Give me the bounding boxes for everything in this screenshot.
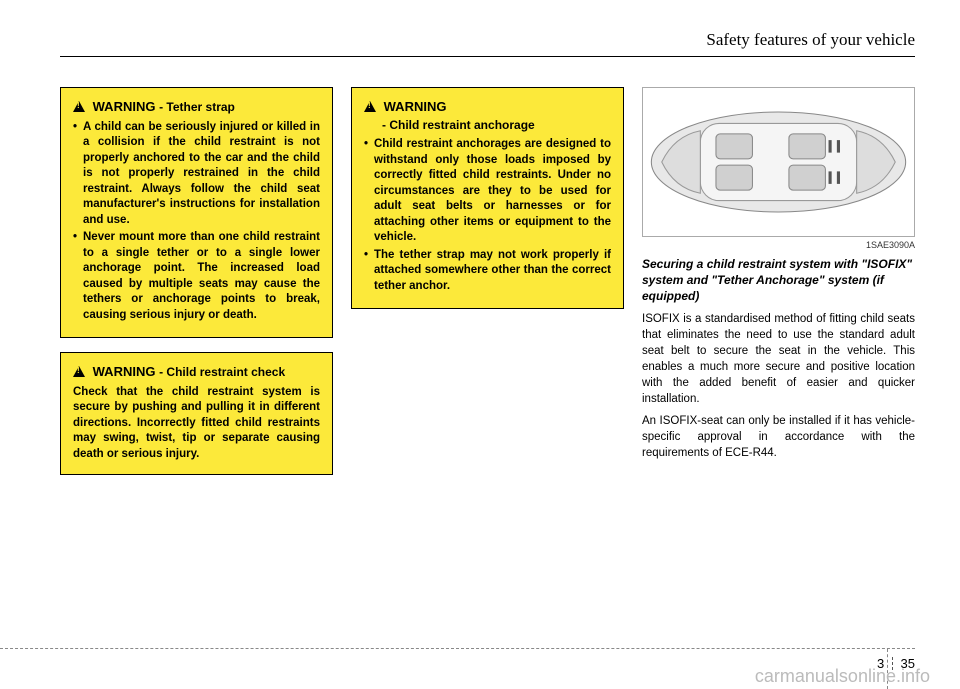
warning-icon (364, 101, 376, 112)
isofix-diagram (642, 87, 915, 237)
content-columns: WARNING - Tether strap A child can be se… (60, 87, 915, 489)
warning-subtitle: - Child restraint check (159, 365, 285, 379)
column-2: WARNING - Child restraint anchorage Chil… (351, 87, 624, 489)
warning-icon (73, 366, 85, 377)
warning-tether-strap: WARNING - Tether strap A child can be se… (60, 87, 333, 338)
warning-list: A child can be seriously injured or kill… (73, 120, 320, 324)
car-top-view-icon (643, 88, 914, 236)
warning-title: WARNING - Child restraint anchorage (364, 98, 611, 133)
column-3: 1SAE3090A Securing a child restraint sys… (642, 87, 915, 489)
warning-label: WARNING (93, 364, 156, 379)
figure-caption: Securing a child restraint system with "… (642, 256, 915, 305)
warning-child-restraint-check: WARNING - Child restraint check Check th… (60, 352, 333, 475)
warning-icon (73, 101, 85, 112)
warning-subtitle: - Child restraint anchorage (382, 118, 535, 132)
warning-title: WARNING - Child restraint check (73, 363, 320, 381)
column-1: WARNING - Tether strap A child can be se… (60, 87, 333, 489)
body-paragraph: ISOFIX is a standardised method of fitti… (642, 311, 915, 408)
warning-item: Never mount more than one child restrain… (73, 230, 320, 323)
warning-item: A child can be seriously injured or kill… (73, 120, 320, 229)
warning-item: The tether strap may not work properly i… (364, 248, 611, 295)
warning-item: Child restraint anchorages are designed … (364, 137, 611, 246)
footer-dashed-line (0, 648, 915, 649)
warning-child-restraint-anchorage: WARNING - Child restraint anchorage Chil… (351, 87, 624, 309)
warning-title: WARNING - Tether strap (73, 98, 320, 116)
figure-code: 1SAE3090A (642, 240, 915, 250)
section-title: Safety features of your vehicle (706, 30, 915, 49)
warning-label: WARNING (93, 99, 156, 114)
body-paragraph: An ISOFIX-seat can only be installed if … (642, 413, 915, 461)
warning-label: WARNING (384, 99, 447, 114)
section-header: Safety features of your vehicle (60, 30, 915, 57)
warning-list: Child restraint anchorages are designed … (364, 137, 611, 294)
warning-subtitle: - Tether strap (159, 100, 235, 114)
warning-body: Check that the child restraint system is… (73, 385, 320, 463)
watermark: carmanualsonline.info (755, 666, 930, 687)
